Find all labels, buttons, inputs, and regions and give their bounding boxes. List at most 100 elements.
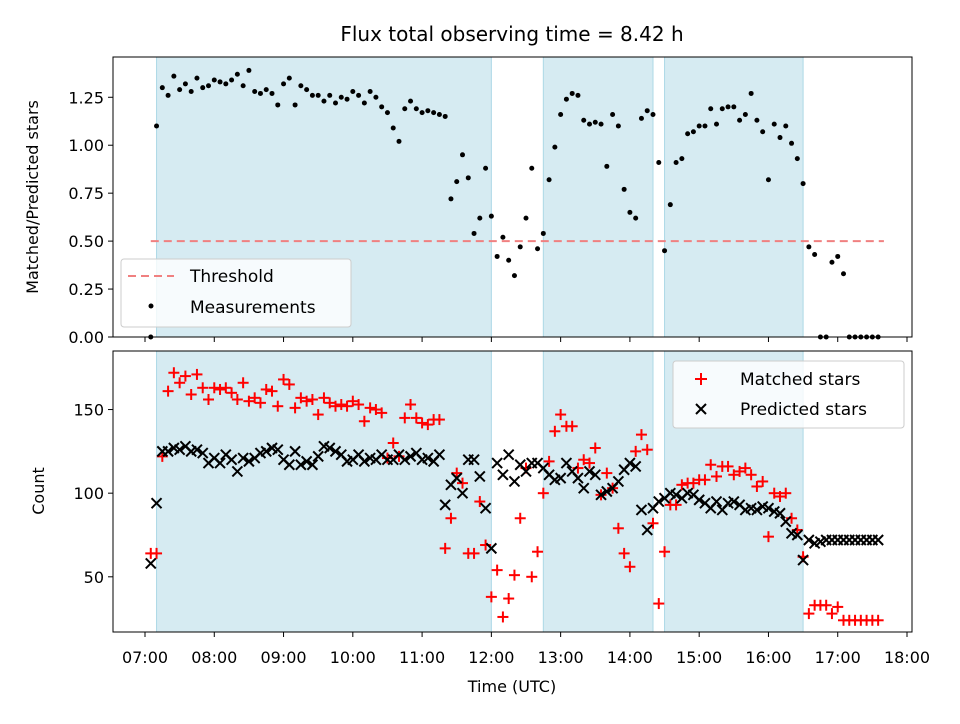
predicted-star-point	[791, 529, 804, 541]
measurement-point	[298, 83, 304, 89]
matched-star-point	[526, 571, 538, 583]
measurement-point	[327, 92, 333, 98]
measurement-point	[644, 108, 650, 114]
measurement-point	[350, 89, 356, 95]
predicted-star-point	[520, 465, 532, 478]
predicted-star-points	[145, 440, 884, 570]
measurement-point	[309, 92, 315, 98]
measurement-point	[246, 67, 252, 73]
measurement-point	[217, 79, 223, 85]
matched-star-point	[584, 457, 595, 469]
bottom-axes: 50 100 150 07:00 08:00 09:00 10:00 11:00 12:00 1…	[29, 350, 930, 696]
measurement-point	[719, 106, 725, 112]
predicted-star-point	[624, 457, 636, 469]
measurement-point	[281, 81, 287, 87]
measurement-point	[465, 175, 471, 181]
predicted-star-point	[762, 502, 775, 514]
measurement-point	[696, 123, 702, 129]
measurement-point	[442, 113, 448, 119]
matched-star-point	[832, 601, 844, 613]
measurement-point	[333, 100, 338, 106]
matched-star-point	[803, 608, 815, 620]
measurement-point	[188, 89, 194, 95]
predicted-star-point	[491, 457, 503, 469]
measurement-point	[794, 156, 800, 162]
chart-title: Flux total observing time = 8.42 h	[340, 22, 683, 46]
measurement-point	[742, 112, 748, 118]
matched-star-point	[312, 409, 324, 421]
measurement-point	[621, 186, 627, 192]
predicted-star-point	[260, 445, 272, 458]
matched-star-point	[324, 397, 336, 409]
predicted-star-point	[508, 475, 521, 488]
predicted-star-point	[693, 494, 705, 506]
measurement-point	[367, 89, 373, 95]
x-tick-label: 10:00	[330, 648, 376, 667]
matched-star-point	[416, 417, 428, 429]
matched-star-point	[630, 445, 642, 457]
measurement-point	[269, 90, 275, 96]
matched-star-point	[722, 460, 734, 472]
predicted-star-point	[150, 497, 163, 509]
matched-star-point	[179, 370, 191, 382]
x-axis-label: Time (UTC)	[467, 677, 556, 696]
predicted-star-point	[612, 475, 625, 488]
matched-star-point	[728, 469, 740, 481]
predicted-star-point	[710, 495, 723, 508]
matched-star-point	[872, 614, 884, 626]
matched-star-point	[468, 547, 480, 559]
matched-star-point	[676, 479, 688, 491]
matched-star-point	[433, 414, 445, 426]
predicted-star-point	[479, 502, 492, 514]
x-tick-label: 17:00	[815, 648, 861, 667]
predicted-star-point	[583, 465, 596, 478]
y-tick-label: 50	[84, 568, 104, 587]
predicted-star-point	[173, 443, 186, 456]
y-tick-label: 1.25	[68, 88, 104, 107]
measurement-point	[431, 110, 437, 116]
matched-star-point	[820, 599, 832, 611]
predicted-star-point	[572, 472, 584, 484]
matched-star-point	[341, 400, 353, 412]
measurement-point	[800, 181, 806, 187]
predicted-star-point	[774, 507, 786, 519]
matched-star-point	[185, 388, 197, 400]
predicted-star-point	[629, 460, 642, 473]
matched-star-point	[768, 487, 780, 499]
matched-star-point	[220, 382, 232, 394]
measurement-point	[725, 104, 731, 110]
predicted-star-point	[404, 450, 417, 463]
top-y-axis-label: Matched/Predicted stars	[23, 100, 42, 294]
matched-star-point	[191, 368, 203, 380]
predicted-star-point	[468, 454, 480, 466]
measurement-point	[223, 81, 229, 87]
predicted-star-point	[358, 455, 371, 468]
matched-star-point	[762, 531, 774, 543]
matched-star-point	[214, 383, 226, 395]
matched-star-point	[358, 415, 370, 427]
predicted-star-point	[231, 465, 244, 478]
predicted-star-point	[439, 499, 451, 511]
measurement-point	[569, 90, 575, 96]
predicted-star-point	[225, 454, 238, 466]
matched-star-point	[243, 395, 255, 407]
matched-star-point	[485, 591, 497, 603]
measurement-point	[656, 159, 662, 165]
x-tick-label: 16:00	[745, 648, 791, 667]
measurement-point	[702, 123, 708, 129]
measurement-point	[714, 121, 719, 127]
matched-star-point	[508, 569, 520, 581]
predicted-star-point	[601, 485, 613, 498]
matched-star-point	[335, 399, 347, 411]
predicted-star-point	[560, 457, 573, 469]
measurement-point	[171, 73, 177, 79]
predicted-star-point	[433, 448, 446, 461]
matched-star-point	[745, 469, 757, 481]
measurement-point	[286, 75, 292, 81]
predicted-star-point	[312, 450, 324, 463]
x-tick-label: 13:00	[538, 648, 584, 667]
matched-star-point	[474, 496, 486, 508]
measurement-point	[454, 179, 460, 185]
matched-star-point	[249, 392, 261, 404]
